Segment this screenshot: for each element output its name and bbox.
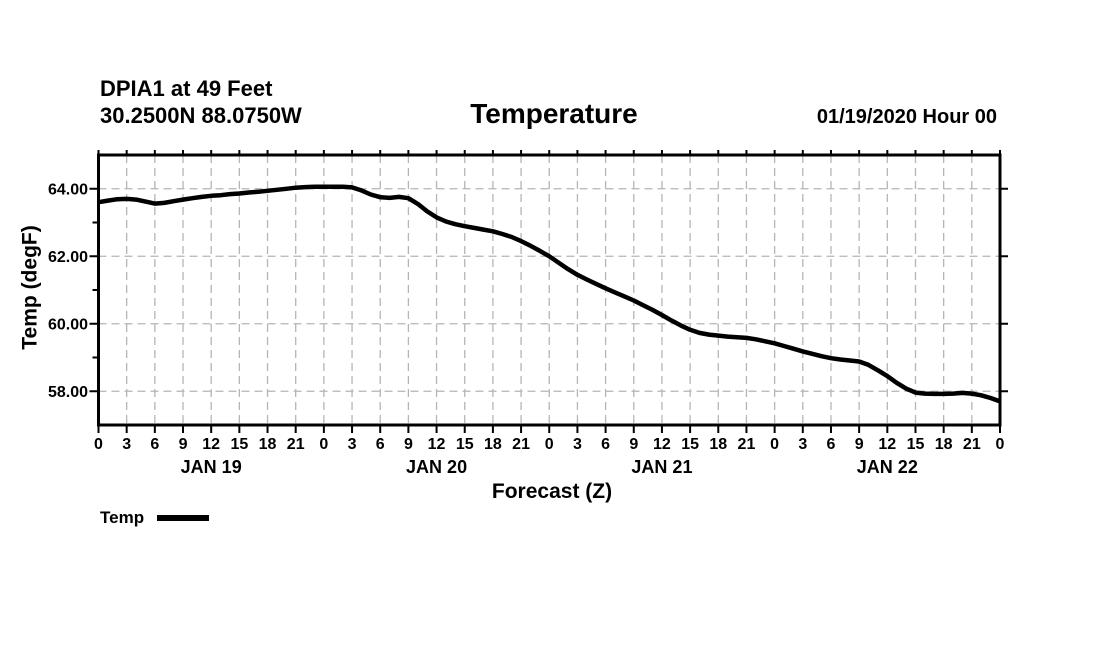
forecast-run-timestamp: 01/19/2020 Hour 00 <box>816 106 997 128</box>
x-tick-label: 12 <box>428 436 446 453</box>
x-tick-label: 9 <box>629 436 638 453</box>
x-tick-label: 3 <box>798 436 807 453</box>
x-tick-label: 18 <box>484 436 502 453</box>
day-label: JAN 19 <box>181 457 242 477</box>
day-label: JAN 22 <box>857 457 918 477</box>
temp-series <box>98 184 1001 404</box>
y-tick-label: 62.00 <box>48 249 88 266</box>
x-axis-label: Forecast (Z) <box>491 480 613 503</box>
station-id: DPIA1 at 49 Feet <box>100 76 273 101</box>
x-tick-label: 15 <box>681 436 699 453</box>
x-tick-label: 9 <box>404 436 413 453</box>
y-tick-label: 64.00 <box>48 181 88 198</box>
y-tick-label: 58.00 <box>48 384 88 401</box>
y-tick-label: 60.00 <box>48 316 88 333</box>
x-tick-label: 3 <box>122 436 131 453</box>
legend-label: Temp <box>100 508 145 527</box>
x-tick-label: 21 <box>512 436 530 453</box>
x-tick-label: 21 <box>963 436 981 453</box>
x-tick-label: 3 <box>573 436 582 453</box>
x-tick-label: 12 <box>202 436 220 453</box>
x-tick-label: 0 <box>770 436 779 453</box>
page-title: Temperature <box>470 98 638 129</box>
x-tick-label: 18 <box>259 436 277 453</box>
x-tick-label: 15 <box>456 436 474 453</box>
x-tick-labels: 0 3 6 9 12 15 18 21 0 3 6 9 12 15 18 21 0 3 6 9 12 15 18 21 0 3 6 9… <box>94 436 1005 453</box>
x-tick-label: 21 <box>287 436 305 453</box>
x-tick-label: 0 <box>319 436 328 453</box>
x-tick-label: 15 <box>230 436 248 453</box>
x-tick-label: 6 <box>150 436 159 453</box>
temp-line <box>98 184 1001 404</box>
x-tick-label: 3 <box>348 436 357 453</box>
x-tick-label: 18 <box>935 436 953 453</box>
y-tick-labels: 58.00 60.00 62.00 64.00 <box>48 181 88 401</box>
x-tick-label: 6 <box>827 436 836 453</box>
x-tick-label: 0 <box>996 436 1005 453</box>
x-tick-label: 9 <box>179 436 188 453</box>
x-tick-label: 0 <box>94 436 103 453</box>
x-tick-label: 0 <box>545 436 554 453</box>
legend: Temp <box>100 508 210 527</box>
day-labels: JAN 19 JAN 20 JAN 21 JAN 22 <box>181 457 918 477</box>
legend-line-swatch <box>157 514 210 521</box>
x-tick-label: 18 <box>709 436 727 453</box>
day-label: JAN 20 <box>406 457 467 477</box>
gridlines <box>98 155 1000 425</box>
x-tick-label: 15 <box>907 436 925 453</box>
x-tick-label: 9 <box>855 436 864 453</box>
x-tick-label: 12 <box>878 436 896 453</box>
day-label: JAN 21 <box>631 457 692 477</box>
x-tick-label: 12 <box>653 436 671 453</box>
plot-frame <box>97 153 1002 427</box>
x-tick-label: 6 <box>376 436 385 453</box>
x-tick-label: 21 <box>738 436 756 453</box>
station-coordinates: 30.2500N 88.0750W <box>100 103 302 128</box>
x-tick-label: 6 <box>601 436 610 453</box>
